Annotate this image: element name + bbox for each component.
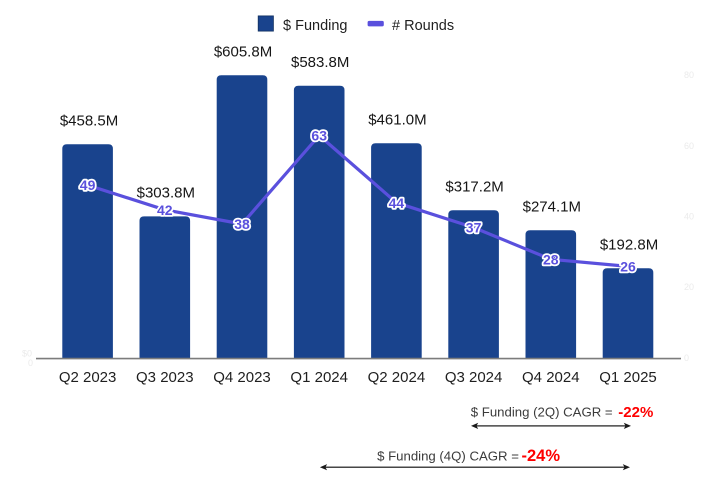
svg-text:80: 80 [684, 70, 694, 80]
svg-text:$605.8M: $605.8M [214, 44, 272, 61]
svg-text:44: 44 [389, 195, 405, 211]
svg-text:26: 26 [620, 259, 636, 275]
svg-text:$317.2M: $317.2M [445, 178, 503, 195]
svg-text:63: 63 [311, 128, 327, 144]
svg-text:$274.1M: $274.1M [523, 199, 581, 216]
svg-text:60: 60 [684, 141, 694, 151]
svg-text:28: 28 [543, 251, 559, 267]
svg-text:$ Funding (4Q) CAGR =: $ Funding (4Q) CAGR = [377, 449, 519, 464]
svg-text:Q2 2024: Q2 2024 [368, 369, 426, 386]
svg-text:0: 0 [684, 353, 689, 363]
svg-text:$583.8M: $583.8M [291, 54, 349, 71]
svg-text:Q4 2024: Q4 2024 [522, 369, 580, 386]
svg-text:Q2 2023: Q2 2023 [59, 369, 117, 386]
svg-text:$461.0M: $461.0M [368, 111, 426, 128]
svg-text:40: 40 [684, 212, 694, 222]
svg-text:$192.8M: $192.8M [600, 236, 658, 253]
svg-text:37: 37 [466, 220, 482, 236]
svg-text:$ Funding (2Q) CAGR =: $ Funding (2Q) CAGR = [471, 405, 613, 420]
svg-text:Q3 2023: Q3 2023 [136, 369, 194, 386]
svg-text:$0: $0 [22, 349, 32, 359]
svg-text:20: 20 [684, 282, 694, 292]
svg-text:# Rounds: # Rounds [392, 18, 454, 34]
svg-text:-24%: -24% [522, 447, 561, 465]
svg-text:38: 38 [234, 216, 250, 232]
svg-text:$303.8M: $303.8M [137, 185, 195, 202]
svg-text:42: 42 [157, 202, 173, 218]
svg-text:Q1 2025: Q1 2025 [599, 369, 657, 386]
svg-text:Q3 2024: Q3 2024 [445, 369, 503, 386]
svg-text:Q1 2024: Q1 2024 [290, 369, 348, 386]
svg-text:$458.5M: $458.5M [60, 113, 118, 130]
svg-text:-22%: -22% [618, 404, 653, 421]
svg-text:Q4 2023: Q4 2023 [213, 369, 271, 386]
svg-text:0: 0 [28, 358, 33, 368]
svg-text:$ Funding: $ Funding [283, 18, 348, 34]
svg-text:49: 49 [80, 177, 96, 193]
